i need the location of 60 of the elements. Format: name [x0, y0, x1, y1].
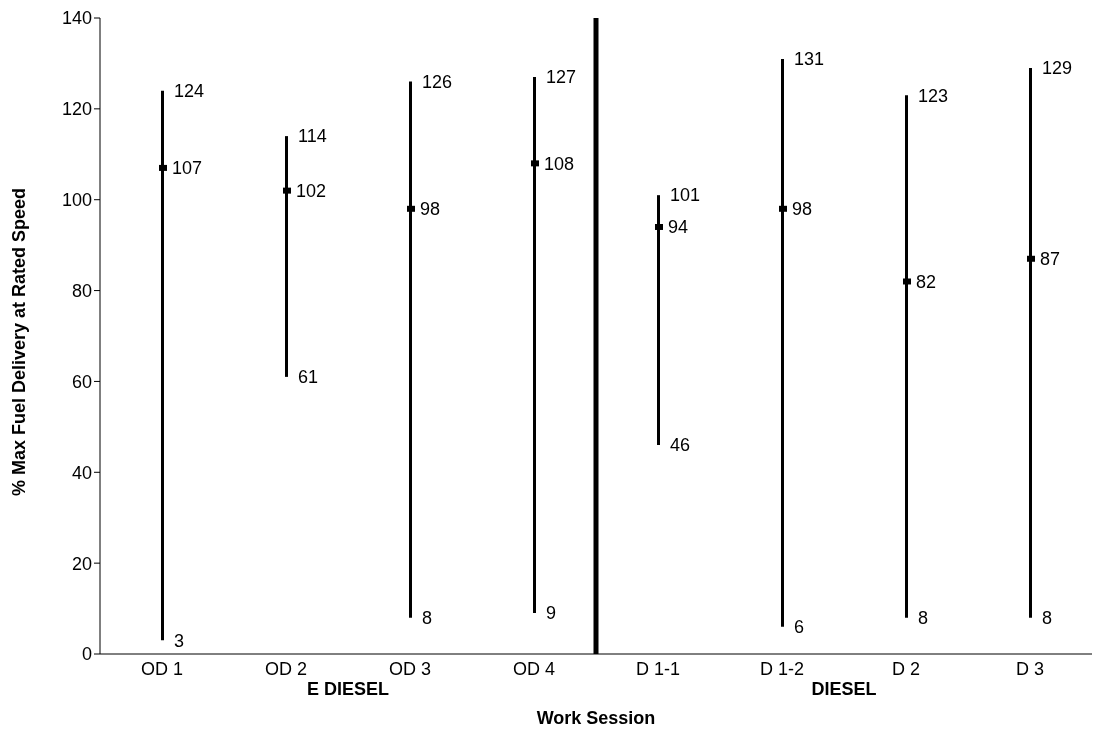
- x-tick-label: OD 3: [388, 658, 432, 679]
- annotation: 126: [422, 71, 453, 92]
- point: [1027, 255, 1035, 262]
- annotation: 9: [546, 603, 557, 624]
- point: [159, 164, 167, 171]
- y-tick-label: 80: [71, 280, 92, 301]
- annotation: 3: [174, 630, 185, 651]
- y-tick-label: 40: [71, 462, 92, 483]
- annotation: 61: [298, 367, 319, 388]
- y-tick-label: 0: [81, 644, 92, 665]
- x-axis-title: Work Session: [536, 708, 656, 728]
- bar: [905, 95, 908, 618]
- x-tick-label: D 3: [1015, 658, 1045, 679]
- annotation: 124: [174, 80, 205, 101]
- x-tick-label: D 1-1: [635, 658, 681, 679]
- x-tick-label: D 1-2: [759, 658, 805, 679]
- point: [407, 205, 415, 212]
- bar: [285, 136, 288, 377]
- annotation: 123: [918, 85, 949, 106]
- data-label: 82: [916, 271, 937, 292]
- annotation: 127: [546, 67, 577, 88]
- bar: [161, 90, 164, 641]
- point: [531, 160, 539, 167]
- data-label: 107: [172, 158, 203, 179]
- annotation: 8: [1042, 607, 1053, 628]
- text: DIESEL: [811, 679, 877, 699]
- text: E DIESEL: [306, 679, 390, 699]
- y-tick-label: 100: [61, 190, 92, 211]
- y-axis-title: % Max Fuel Delivery at Rated Speed: [9, 187, 30, 496]
- annotation: 46: [670, 435, 691, 456]
- data-label: 108: [544, 153, 575, 174]
- annotation: 114: [298, 126, 327, 147]
- bar: [533, 77, 536, 614]
- y-tick-label: 60: [71, 371, 92, 392]
- data-label: 98: [792, 199, 813, 220]
- annotation: 129: [1042, 58, 1073, 79]
- annotation: 131: [794, 49, 825, 70]
- point: [655, 223, 663, 230]
- annotation: 8: [918, 607, 929, 628]
- point: [903, 278, 911, 285]
- data-label: 98: [420, 199, 441, 220]
- annotation: 8: [422, 607, 433, 628]
- y-tick-label: 140: [61, 8, 92, 29]
- annotation: 6: [794, 617, 805, 638]
- point: [779, 205, 787, 212]
- point: [283, 187, 291, 194]
- x-tick-label: D 2: [891, 658, 921, 679]
- x-tick-label: OD 4: [512, 658, 556, 679]
- bar: [409, 81, 412, 618]
- bar: [1029, 67, 1032, 618]
- data-label: 87: [1040, 249, 1061, 270]
- bar: [781, 58, 784, 627]
- x-tick-label: OD 2: [264, 658, 308, 679]
- y-tick-label: 120: [61, 99, 92, 120]
- bar: [657, 195, 660, 446]
- annotation: 101: [670, 185, 701, 206]
- y-tick-label: 20: [71, 553, 92, 574]
- data-label: 102: [296, 180, 327, 201]
- x-tick-label: OD 1: [140, 658, 184, 679]
- data-label: 94: [668, 217, 689, 238]
